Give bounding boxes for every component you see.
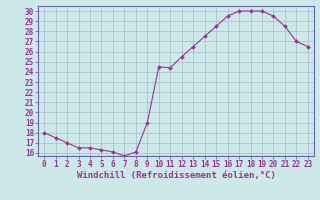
X-axis label: Windchill (Refroidissement éolien,°C): Windchill (Refroidissement éolien,°C)	[76, 171, 276, 180]
